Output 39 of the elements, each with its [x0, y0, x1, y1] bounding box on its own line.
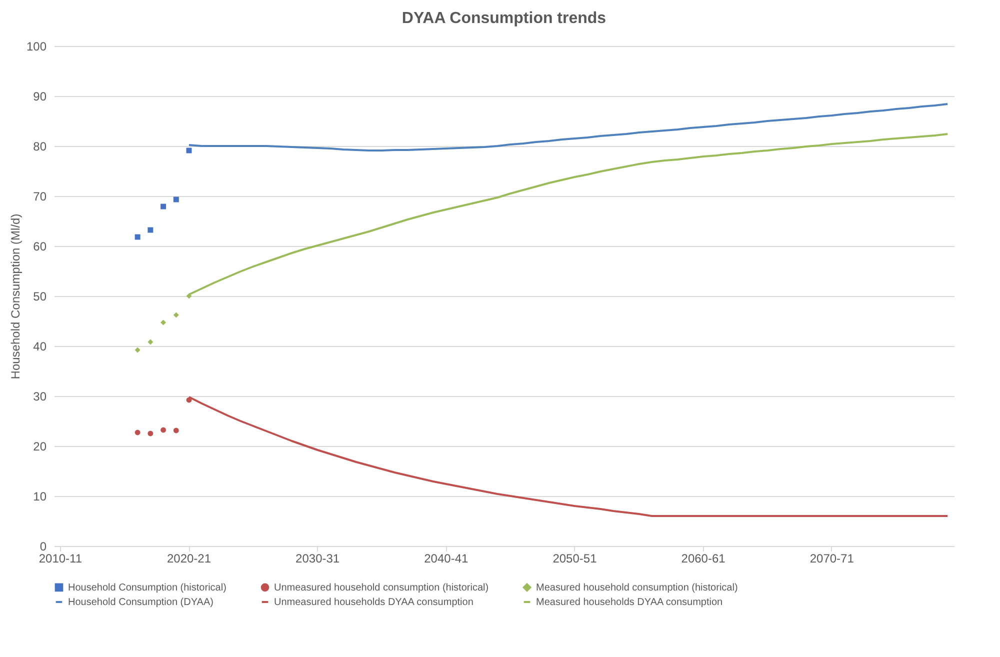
y-tick-label: 50 [33, 290, 47, 304]
y-axis-title: Household Consumption (Ml/d) [8, 214, 22, 380]
legend-label: Household Consumption (historical) [68, 582, 226, 594]
legend-label: Measured household consumption (historical) [536, 582, 738, 594]
legend-label: Unmeasured household consumption (historical) [274, 582, 489, 594]
point [160, 320, 166, 326]
x-tick-label: 2070-71 [810, 552, 854, 566]
y-tick-label: 20 [33, 440, 47, 454]
x-tick-label: 2030-31 [296, 552, 340, 566]
point [173, 312, 179, 318]
y-tick-label: 70 [33, 190, 47, 204]
y-tick-label: 30 [33, 390, 47, 404]
point [173, 428, 179, 434]
chart-title: DYAA Consumption trends [402, 10, 606, 27]
point [134, 347, 140, 353]
y-tick-label: 10 [33, 490, 47, 504]
legend-label: Unmeasured households DYAA consumption [274, 597, 474, 608]
point [134, 430, 140, 436]
point [134, 234, 140, 240]
y-tick-label: 100 [26, 40, 47, 54]
x-tick-label: 2060-61 [681, 552, 726, 566]
point [173, 196, 179, 202]
point [160, 427, 166, 433]
x-tick-label: 2050-51 [552, 552, 598, 566]
legend-label: Measured households DYAA consumption [536, 597, 723, 608]
line-series [188, 103, 949, 152]
x-tick-label: 2020-21 [166, 552, 212, 566]
y-tick-label: 80 [33, 140, 47, 154]
y-tick-label: 0 [40, 540, 47, 554]
y-tick-label: 60 [33, 240, 47, 254]
x-tick-label: 2040-41 [424, 552, 468, 566]
point [160, 204, 166, 210]
y-tick-label: 40 [33, 340, 47, 354]
point [148, 339, 154, 345]
x-tick-label: 2010-11 [38, 552, 82, 566]
y-tick-label: 90 [33, 90, 47, 104]
legend-label: Household Consumption (DYAA) [68, 597, 214, 608]
point [148, 227, 154, 233]
point [148, 430, 154, 436]
